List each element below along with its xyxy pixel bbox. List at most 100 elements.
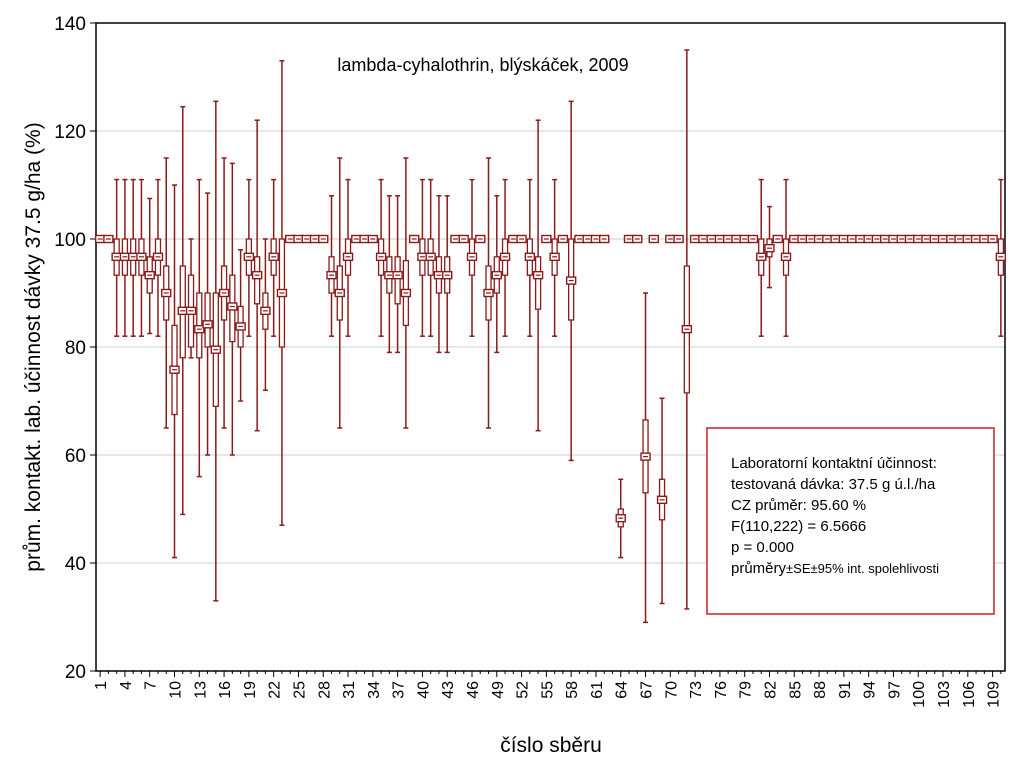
x-axis: 1 4 7 10 13 16 19 22 25 28 31 34 37 40 43 46 49 52 55 58 61 6… (93, 671, 1003, 708)
data-point (119, 178, 131, 337)
x-tick-label: 37 (391, 681, 408, 699)
data-point (599, 234, 610, 244)
data-point (111, 178, 122, 337)
x-tick-label: 16 (217, 681, 234, 699)
data-point (408, 234, 420, 244)
x-tick-label: 97 (886, 681, 903, 699)
data-point (185, 238, 197, 359)
x-tick-label: 25 (291, 681, 308, 699)
data-point (780, 178, 792, 337)
data-point (400, 157, 412, 429)
data-point (764, 205, 775, 289)
y-tick-label: 120 (54, 122, 86, 143)
x-tick-label: 1 (93, 681, 110, 690)
data-point (144, 197, 155, 335)
x-tick-label: 40 (415, 681, 432, 699)
data-point (260, 238, 271, 391)
x-tick-label: 52 (515, 681, 532, 699)
x-tick-label: 49 (490, 681, 507, 699)
data-point (243, 178, 255, 337)
se-box (534, 256, 542, 310)
data-point (342, 178, 354, 337)
x-tick-label: 31 (341, 681, 358, 699)
data-point (127, 178, 139, 337)
annotation-border (706, 427, 995, 615)
data-point (417, 178, 428, 337)
x-tick-label: 79 (738, 681, 755, 699)
y-tick-label: 100 (54, 230, 86, 251)
data-point (681, 49, 693, 610)
x-tick-label: 109 (986, 681, 1003, 708)
data-point (227, 162, 238, 456)
annotation-line-6: průměry±SE±95% int. spolehlivosti (731, 560, 939, 577)
data-point (747, 234, 759, 244)
data-point (136, 178, 147, 337)
annotation-line-1: Laboratorní kontaktní účinnost: (731, 455, 937, 472)
x-tick-label: 43 (440, 681, 457, 699)
x-tick-label: 103 (936, 681, 953, 708)
annotation-line-2: testovaná dávka: 37.5 g ú.l./ha (731, 476, 936, 493)
se-box (204, 292, 211, 348)
annotation-line-6-main: průměry (731, 560, 787, 577)
data-point (656, 397, 668, 605)
data-point (995, 178, 1007, 337)
data-point (640, 292, 651, 624)
x-tick-label: 34 (366, 681, 383, 699)
x-tick-label: 58 (564, 681, 581, 699)
y-axis-title: prům. kontakt. lab. účinnost dávky 37.5 … (22, 122, 45, 571)
data-point (632, 234, 643, 244)
chart-title: lambda-cyhalothrin, blýskáček, 2009 (337, 55, 628, 75)
x-tick-label: 67 (639, 681, 656, 699)
data-point (648, 234, 659, 244)
data-point (152, 178, 164, 337)
y-tick-label: 60 (65, 446, 86, 467)
data-point (516, 234, 527, 244)
data-point (532, 119, 544, 432)
annotation-box: Laboratorní kontaktní účinnost: testovan… (706, 427, 995, 615)
data-point (194, 178, 205, 478)
data-point (541, 234, 552, 244)
data-point (524, 178, 536, 337)
data-point (210, 100, 222, 602)
data-point (251, 119, 263, 432)
x-tick-label: 55 (539, 681, 556, 699)
x-tick-label: 22 (267, 681, 284, 699)
data-point (756, 178, 767, 337)
data-point (475, 234, 486, 244)
data-point (491, 195, 502, 354)
data-point (375, 178, 387, 337)
annotation-line-3: CZ průměr: 95.60 % (731, 497, 866, 514)
data-point (276, 60, 288, 526)
x-tick-label: 73 (688, 681, 705, 699)
data-point (425, 178, 436, 337)
data-point (557, 234, 569, 244)
x-tick-label: 7 (143, 681, 160, 690)
data-point (392, 195, 403, 354)
se-box (394, 256, 401, 305)
annotation-line-6-small: ±SE±95% int. spolehlivosti (786, 561, 939, 576)
data-series (94, 49, 1007, 624)
x-tick-label: 4 (118, 681, 135, 690)
x-axis-title: číslo sběru (500, 734, 602, 757)
x-tick-label: 94 (862, 681, 879, 699)
y-tick-label: 20 (65, 662, 86, 683)
x-tick-label: 91 (837, 681, 854, 699)
annotation-line-4: F(110,222) = 6.5666 (731, 518, 866, 535)
data-point (549, 178, 560, 337)
data-point (235, 249, 246, 402)
data-point (318, 234, 329, 244)
y-tick-label: 80 (65, 338, 86, 359)
data-point (268, 178, 279, 337)
data-point (442, 195, 453, 354)
x-tick-label: 106 (961, 681, 978, 708)
se-box (253, 256, 261, 305)
x-tick-label: 82 (762, 681, 779, 699)
x-tick-label: 88 (812, 681, 829, 699)
data-point (326, 195, 337, 337)
data-point (169, 184, 180, 559)
x-tick-label: 19 (242, 681, 259, 699)
data-point (458, 234, 469, 244)
data-point (367, 234, 379, 244)
annotation-line-5: p = 0.000 (731, 539, 794, 556)
